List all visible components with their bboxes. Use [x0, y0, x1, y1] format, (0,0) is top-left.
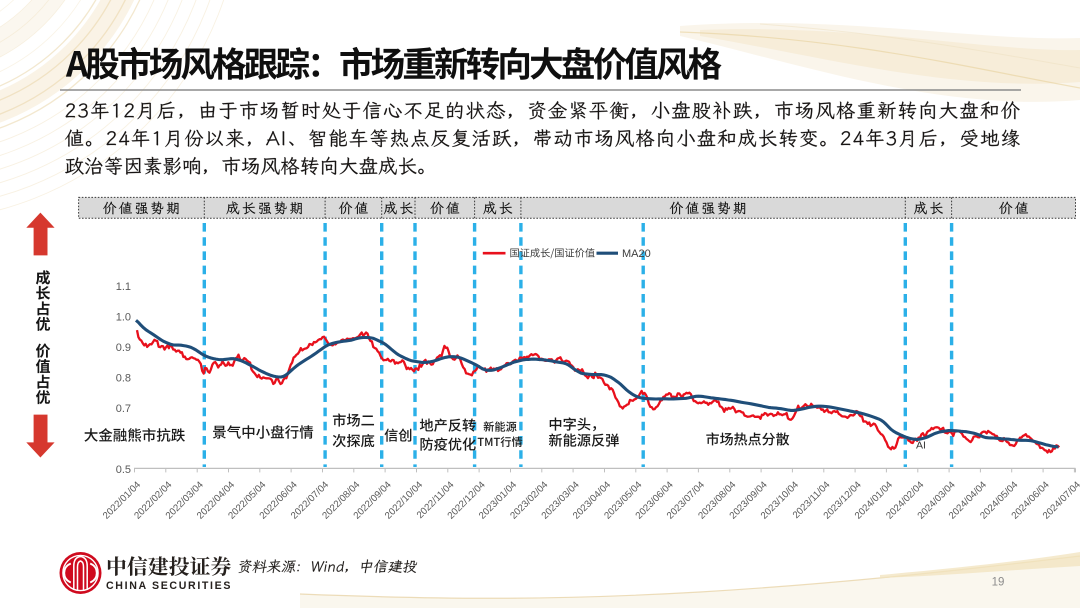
svg-text:1.1: 1.1: [116, 281, 131, 293]
svg-text:0.7: 0.7: [116, 403, 131, 415]
svg-text:19: 19: [992, 577, 1005, 589]
svg-text:MA20: MA20: [622, 248, 651, 260]
svg-text:0.9: 0.9: [116, 342, 131, 354]
svg-text:CHINA SECURITIES: CHINA SECURITIES: [106, 580, 232, 592]
svg-text:1.0: 1.0: [116, 311, 131, 323]
svg-text:0.5: 0.5: [116, 464, 131, 476]
svg-text:AI: AI: [916, 440, 926, 452]
svg-text:0.8: 0.8: [116, 372, 131, 384]
